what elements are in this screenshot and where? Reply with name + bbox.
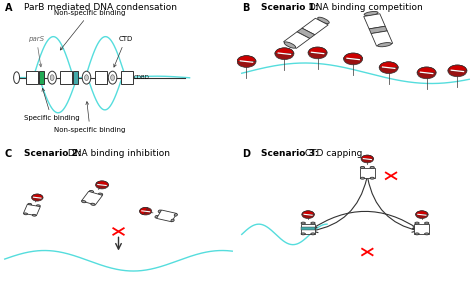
Ellipse shape <box>318 17 329 23</box>
Wedge shape <box>416 211 428 215</box>
Wedge shape <box>32 194 43 198</box>
Circle shape <box>417 67 436 79</box>
Circle shape <box>302 211 314 219</box>
Polygon shape <box>360 168 375 178</box>
Text: Non-specific binding: Non-specific binding <box>55 10 126 50</box>
Text: DNA binding competition: DNA binding competition <box>306 3 422 12</box>
Circle shape <box>379 62 398 74</box>
Text: B: B <box>242 3 249 13</box>
Ellipse shape <box>158 210 161 212</box>
Ellipse shape <box>311 222 315 224</box>
Polygon shape <box>414 224 429 234</box>
Polygon shape <box>371 31 392 46</box>
Polygon shape <box>302 18 328 35</box>
Bar <box>73 71 78 84</box>
Bar <box>26 71 38 84</box>
Ellipse shape <box>378 42 392 47</box>
Ellipse shape <box>415 233 419 235</box>
Text: ParB mediated DNA condensation: ParB mediated DNA condensation <box>24 3 177 12</box>
Text: D: D <box>242 149 250 159</box>
Bar <box>39 71 44 84</box>
Polygon shape <box>156 210 177 222</box>
Ellipse shape <box>174 214 177 216</box>
Wedge shape <box>96 181 109 187</box>
Polygon shape <box>297 28 315 38</box>
Ellipse shape <box>425 222 429 224</box>
Text: Scenario 3:: Scenario 3: <box>261 149 318 159</box>
Circle shape <box>361 155 374 163</box>
Circle shape <box>96 181 109 189</box>
Ellipse shape <box>360 177 365 179</box>
Ellipse shape <box>415 222 419 224</box>
Ellipse shape <box>89 190 93 193</box>
Ellipse shape <box>364 11 378 16</box>
Ellipse shape <box>91 203 95 205</box>
Ellipse shape <box>284 42 296 48</box>
Ellipse shape <box>99 193 103 195</box>
Circle shape <box>275 48 294 59</box>
Circle shape <box>308 47 327 59</box>
Circle shape <box>416 211 428 219</box>
Text: Specific binding: Specific binding <box>24 88 79 121</box>
Polygon shape <box>82 191 102 205</box>
Polygon shape <box>364 14 385 29</box>
Wedge shape <box>344 53 363 59</box>
Ellipse shape <box>171 219 174 222</box>
Wedge shape <box>140 207 148 215</box>
Ellipse shape <box>14 72 19 84</box>
Ellipse shape <box>425 233 429 235</box>
Ellipse shape <box>370 177 374 179</box>
Ellipse shape <box>84 75 89 81</box>
Circle shape <box>140 207 152 215</box>
Text: CTD: CTD <box>114 36 133 67</box>
Ellipse shape <box>311 233 315 235</box>
Ellipse shape <box>301 222 305 224</box>
Wedge shape <box>417 67 436 73</box>
Ellipse shape <box>32 214 36 216</box>
Polygon shape <box>301 224 316 234</box>
Ellipse shape <box>36 205 40 207</box>
Text: C: C <box>5 149 12 159</box>
Text: A: A <box>5 3 12 13</box>
Text: CDBD: CDBD <box>134 75 150 80</box>
Text: CTD capping: CTD capping <box>302 149 363 159</box>
Ellipse shape <box>24 213 27 215</box>
Text: parS: parS <box>28 36 45 67</box>
Ellipse shape <box>28 203 32 205</box>
Ellipse shape <box>108 71 117 84</box>
Ellipse shape <box>48 71 56 84</box>
Wedge shape <box>237 56 256 62</box>
Text: Non-specific binding: Non-specific binding <box>55 102 126 133</box>
Ellipse shape <box>82 71 91 84</box>
Ellipse shape <box>301 233 305 235</box>
Ellipse shape <box>155 216 158 218</box>
Ellipse shape <box>110 75 115 81</box>
Bar <box>121 71 133 84</box>
Wedge shape <box>308 47 327 53</box>
Wedge shape <box>361 155 374 159</box>
Bar <box>61 71 72 84</box>
Wedge shape <box>379 62 398 68</box>
Wedge shape <box>448 65 467 71</box>
Text: Scenario 2:: Scenario 2: <box>24 149 81 159</box>
Text: DNA binding inhibition: DNA binding inhibition <box>65 149 170 159</box>
Polygon shape <box>369 26 387 34</box>
Ellipse shape <box>370 166 374 168</box>
Polygon shape <box>23 205 40 216</box>
Circle shape <box>344 53 363 65</box>
Bar <box>95 71 107 84</box>
Polygon shape <box>301 227 316 230</box>
Text: Scenario 1:: Scenario 1: <box>261 3 318 12</box>
Circle shape <box>237 56 256 67</box>
Circle shape <box>448 65 467 77</box>
Wedge shape <box>302 211 314 215</box>
Ellipse shape <box>50 75 54 81</box>
Polygon shape <box>283 32 310 48</box>
Ellipse shape <box>360 166 365 168</box>
Wedge shape <box>275 48 294 54</box>
Circle shape <box>32 194 43 201</box>
Ellipse shape <box>82 201 86 203</box>
